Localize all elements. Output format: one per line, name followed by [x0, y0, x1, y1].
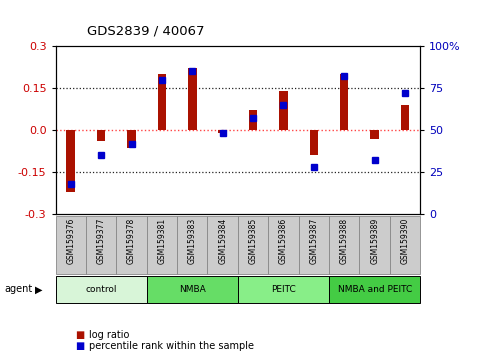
- Bar: [310, 130, 318, 155]
- Text: PEITC: PEITC: [271, 285, 296, 294]
- Text: GSM159387: GSM159387: [309, 218, 318, 264]
- Text: percentile rank within the sample: percentile rank within the sample: [89, 341, 255, 351]
- Bar: [218, 130, 227, 133]
- Bar: [147, 216, 177, 274]
- Bar: [116, 216, 147, 274]
- Bar: [279, 91, 288, 130]
- Text: ■: ■: [75, 330, 84, 339]
- Bar: [401, 105, 409, 130]
- Text: GSM159376: GSM159376: [66, 218, 75, 264]
- Bar: [56, 216, 86, 274]
- Bar: [359, 216, 390, 274]
- Text: agent: agent: [5, 284, 33, 295]
- Bar: [238, 216, 268, 274]
- Text: control: control: [85, 285, 117, 294]
- Bar: [208, 216, 238, 274]
- Bar: [298, 216, 329, 274]
- Text: GSM159384: GSM159384: [218, 218, 227, 264]
- Text: GSM159389: GSM159389: [370, 218, 379, 264]
- Bar: [329, 276, 420, 303]
- Text: log ratio: log ratio: [89, 330, 130, 339]
- Text: GSM159383: GSM159383: [188, 218, 197, 264]
- Bar: [188, 68, 197, 130]
- Text: GSM159377: GSM159377: [97, 218, 106, 264]
- Bar: [147, 276, 238, 303]
- Bar: [370, 130, 379, 138]
- Bar: [67, 130, 75, 192]
- Bar: [340, 74, 349, 130]
- Bar: [127, 130, 136, 148]
- Text: ■: ■: [75, 341, 84, 351]
- Bar: [238, 276, 329, 303]
- Bar: [329, 216, 359, 274]
- Text: GSM159378: GSM159378: [127, 218, 136, 264]
- Text: ▶: ▶: [35, 284, 43, 295]
- Bar: [390, 216, 420, 274]
- Bar: [97, 130, 105, 141]
- Bar: [177, 216, 208, 274]
- Text: GDS2839 / 40067: GDS2839 / 40067: [87, 24, 204, 37]
- Text: NMBA and PEITC: NMBA and PEITC: [338, 285, 412, 294]
- Text: GSM159388: GSM159388: [340, 218, 349, 264]
- Text: GSM159386: GSM159386: [279, 218, 288, 264]
- Bar: [86, 216, 116, 274]
- Text: GSM159385: GSM159385: [249, 218, 257, 264]
- Bar: [268, 216, 298, 274]
- Text: NMBA: NMBA: [179, 285, 206, 294]
- Bar: [157, 74, 166, 130]
- Text: GSM159390: GSM159390: [400, 218, 410, 264]
- Bar: [249, 110, 257, 130]
- Bar: [56, 276, 147, 303]
- Text: GSM159381: GSM159381: [157, 218, 167, 264]
